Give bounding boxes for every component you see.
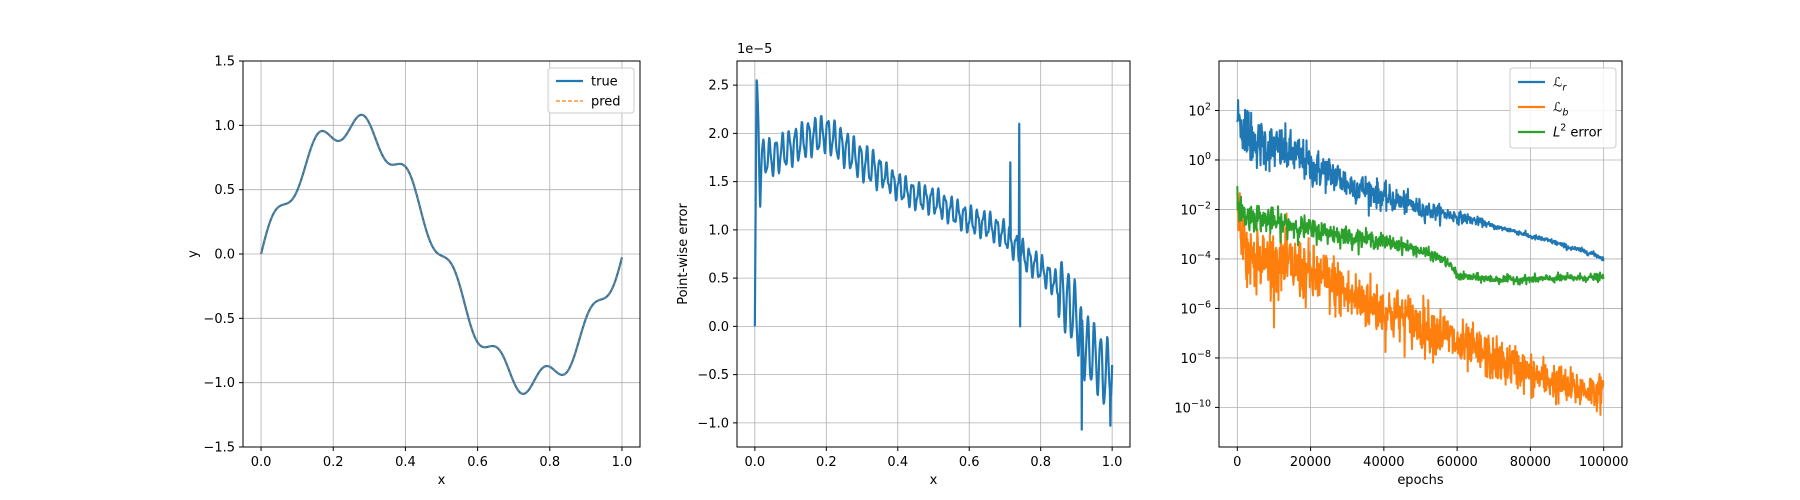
x-tick-label: 20000 [1290,455,1331,470]
x-axis-label: x [930,473,938,488]
y-tick-exponent: −4 [1197,250,1211,261]
y-tick-exponent: −8 [1197,349,1211,360]
x-axis-label: epochs [1397,473,1444,488]
x-tick-label: 0.4 [395,455,416,470]
y-tick-label: −1.0 [697,416,729,431]
series-line-pred [260,114,623,395]
y-offset-text: 1e−5 [737,42,772,57]
legend-label-2: L2 error [1553,123,1603,141]
series-line-0 [1236,99,1605,262]
x-tick-label: 0.6 [467,455,488,470]
y-tick-exponent: 2 [1205,101,1211,112]
y-tick-label: 10−6 [1180,299,1211,317]
y-tick-label: 1.0 [214,119,235,134]
x-tick-label: 0.2 [323,455,344,470]
y-tick-label: 10−8 [1180,349,1211,367]
y-tick-base: 10 [1188,154,1205,169]
x-tick-label: 40000 [1363,455,1404,470]
y-tick-label: 0.5 [708,272,729,287]
y-tick-label: 102 [1188,101,1211,119]
legend-label-main: ℒ [1553,76,1562,91]
x-tick-label: 0.4 [887,455,908,470]
y-tick-exponent: −6 [1197,299,1211,310]
legend-label-main: ℒ [1553,101,1562,116]
y-tick-label: −0.5 [697,368,729,383]
y-tick-label: −1.5 [203,441,235,456]
y-tick-label: 0.0 [708,320,729,335]
x-tick-label: 1.0 [612,455,633,470]
y-tick-base: 10 [1188,104,1205,119]
legend-label-superscript: 2 [1560,123,1566,134]
y-tick-label: 0.0 [214,248,235,263]
legend-label-subscript: r [1562,83,1567,94]
y-tick-label: 10−2 [1180,200,1211,218]
y-tick-exponent: 0 [1205,151,1211,162]
x-tick-label: 0.8 [1030,455,1051,470]
y-tick-base: 10 [1174,401,1191,416]
legend-box [547,67,635,114]
y-tick-label: 1.5 [708,175,729,190]
legend-label-0: ℒr [1553,76,1567,94]
series-line-error [753,79,1114,431]
legend-label-1: ℒb [1553,101,1568,119]
y-axis-label: y [186,250,201,258]
y-tick-label: 1.5 [214,55,235,70]
x-tick-label: 0 [1233,455,1241,470]
x-tick-label: 0.2 [816,455,837,470]
x-tick-label: 0.6 [959,455,980,470]
plot-frame [736,60,1131,448]
y-tick-label: −1.0 [203,376,235,391]
legend-label-main: L [1553,126,1560,141]
y-axis-label: Point-wise error [676,203,691,305]
plot-solution: 0.0 0.2 0.4 0.6 0.8 1.0 −1.5 −1.0 −0.5 0.0 0.5 1.0 1… [186,55,641,488]
y-tick-exponent: −10 [1191,398,1211,409]
legend-box [1509,67,1617,149]
legend-label-suffix: error [1566,126,1602,141]
x-tick-label: 0.0 [745,455,766,470]
plot-frame [1218,60,1623,448]
y-tick-base: 10 [1180,302,1197,317]
plot-loss-history: 0 20000 40000 60000 80000 10000010210010−210−… [1174,60,1629,488]
series-line-2 [1236,186,1605,286]
x-axis-label: x [438,473,446,488]
y-tick-label: 2.5 [708,79,729,94]
y-tick-label: 2.0 [708,127,729,142]
x-tick-label: 0.0 [251,455,272,470]
y-tick-base: 10 [1180,253,1197,268]
y-tick-exponent: −2 [1197,200,1211,211]
y-tick-label: −0.5 [203,312,235,327]
plot-pointwise-error: 0.0 0.2 0.4 0.6 0.8 1.0 −1.0 −0.5 0.0 0.5 1.0 1.5 2.… [676,42,1131,488]
x-tick-label: 100000 [1579,455,1629,470]
series-line-1 [1236,192,1605,416]
x-tick-label: 60000 [1436,455,1477,470]
y-tick-base: 10 [1180,203,1197,218]
y-tick-label: 100 [1188,151,1211,169]
x-tick-label: 80000 [1510,455,1551,470]
y-tick-label: 10−4 [1180,250,1211,268]
x-tick-label: 0.8 [539,455,560,470]
y-tick-label: 1.0 [708,223,729,238]
legend-label-subscript: b [1562,108,1568,119]
plot-frame [242,60,641,448]
x-tick-label: 1.0 [1102,455,1123,470]
y-tick-label: 0.5 [214,183,235,198]
y-tick-base: 10 [1180,352,1197,367]
y-tick-label: 10−10 [1174,398,1211,416]
legend-label-true: true [591,75,618,90]
legend-label-pred: pred [591,95,621,110]
